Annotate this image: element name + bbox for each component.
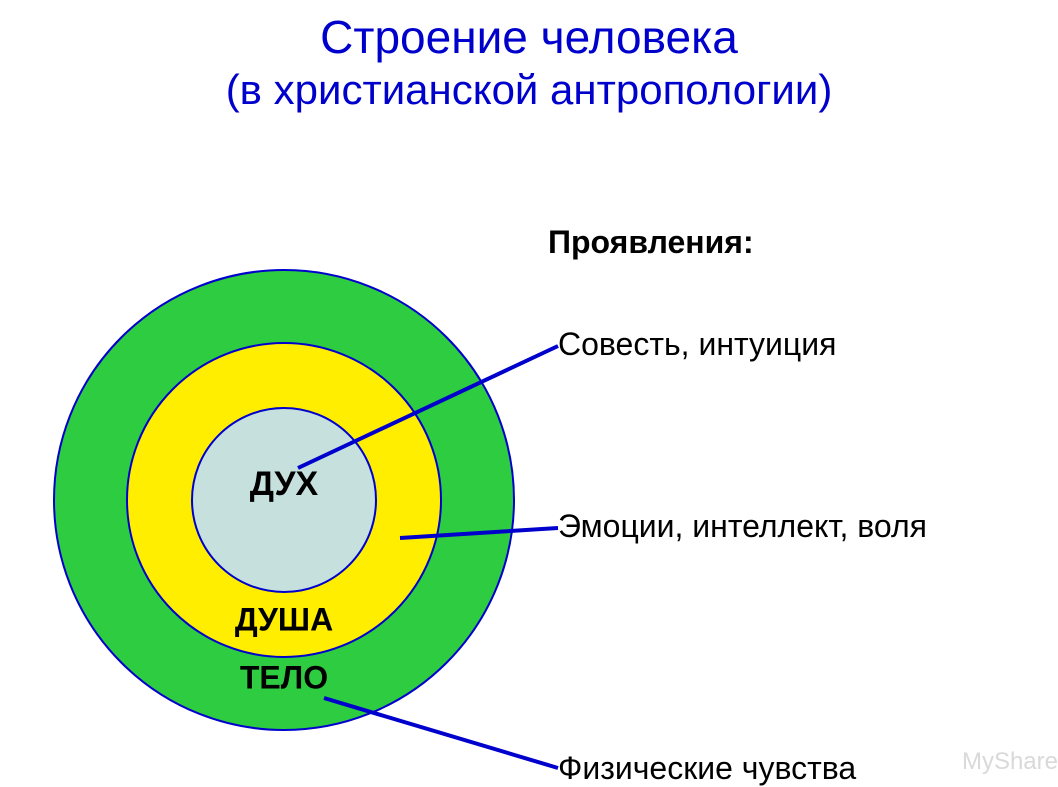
ring-spirit-label: ДУХ <box>250 465 319 503</box>
callouts-heading: Проявления: <box>548 224 754 261</box>
callout-label-body: Физические чувства <box>558 750 856 787</box>
callout-label-spirit: Совесть, интуиция <box>558 326 836 363</box>
concentric-diagram: ТЕЛО ДУША ДУХ <box>0 0 1058 784</box>
ring-body-label: ТЕЛО <box>240 659 328 695</box>
callout-line-body <box>324 698 558 768</box>
ring-soul-label: ДУША <box>235 601 333 637</box>
callout-label-soul: Эмоции, интеллект, воля <box>558 508 927 545</box>
watermark: MyShare <box>962 748 1058 776</box>
